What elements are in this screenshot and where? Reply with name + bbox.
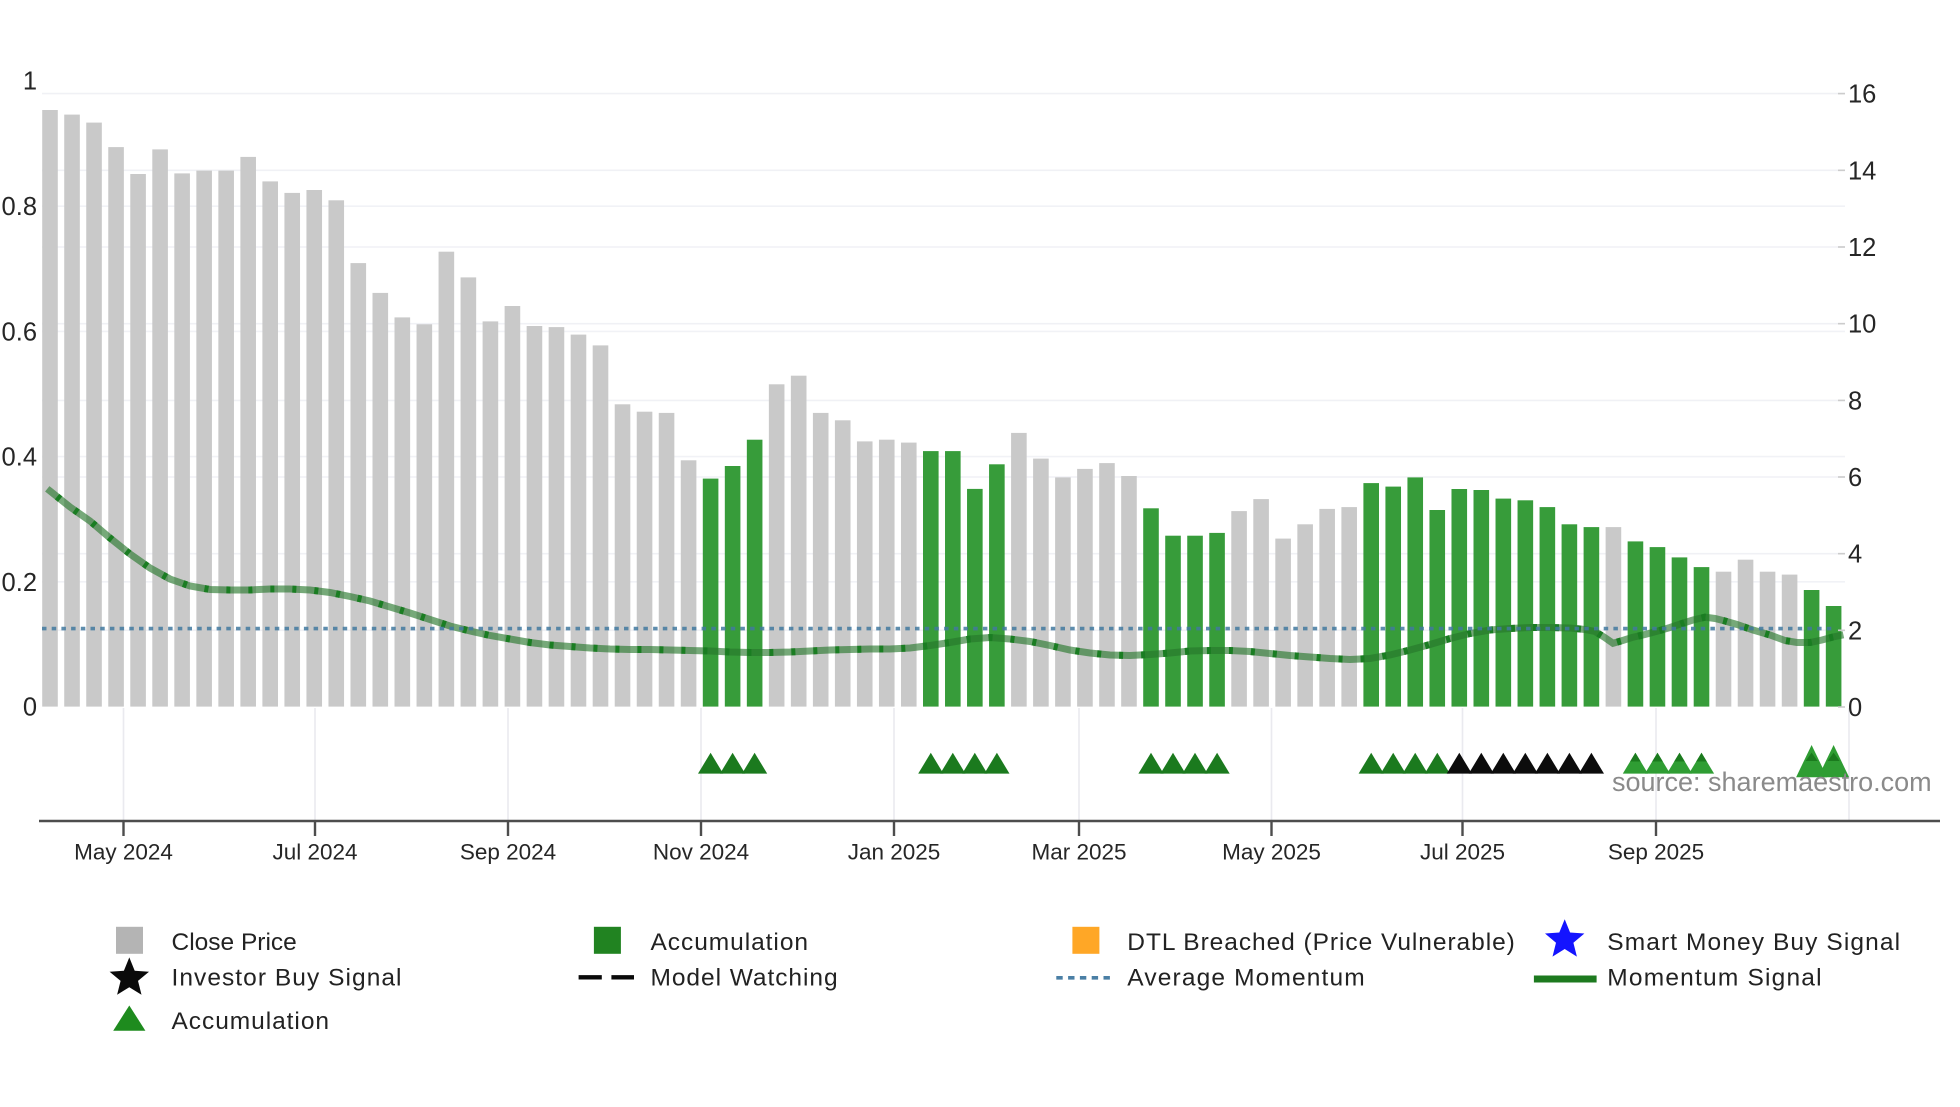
svg-text:May 2024: May 2024 (74, 840, 173, 865)
svg-text:0: 0 (23, 694, 37, 722)
svg-text:8: 8 (1848, 387, 1862, 415)
svg-text:Accumulation: Accumulation (651, 929, 809, 956)
svg-text:0: 0 (1848, 694, 1862, 722)
svg-text:Average Momentum: Average Momentum (1127, 965, 1366, 992)
svg-text:12: 12 (1848, 234, 1876, 262)
svg-text:0.8: 0.8 (2, 193, 37, 221)
svg-text:Investor Buy Signal: Investor Buy Signal (172, 965, 403, 992)
svg-text:DTL Breached (Price Vulnerable: DTL Breached (Price Vulnerable) (1127, 929, 1516, 956)
svg-text:Smart Money Buy Signal: Smart Money Buy Signal (1607, 929, 1901, 956)
svg-text:source: sharemaestro.com: source: sharemaestro.com (1612, 767, 1932, 797)
svg-text:0.6: 0.6 (2, 318, 37, 346)
svg-text:Jul 2024: Jul 2024 (272, 840, 357, 865)
svg-text:2: 2 (1848, 617, 1862, 645)
svg-text:Accumulation: Accumulation (172, 1008, 330, 1035)
svg-text:6: 6 (1848, 464, 1862, 492)
svg-text:1: 1 (23, 68, 37, 96)
svg-text:Sep 2025: Sep 2025 (1608, 840, 1704, 865)
svg-text:May 2025: May 2025 (1222, 840, 1321, 865)
svg-text:Jan 2025: Jan 2025 (848, 840, 941, 865)
svg-text:0.2: 0.2 (2, 569, 37, 597)
svg-text:10: 10 (1848, 311, 1876, 339)
svg-text:Close Price: Close Price (172, 929, 297, 956)
svg-text:0.4: 0.4 (2, 444, 37, 472)
svg-text:Momentum Signal: Momentum Signal (1607, 965, 1822, 992)
svg-text:Jul 2025: Jul 2025 (1420, 840, 1505, 865)
svg-text:4: 4 (1848, 541, 1862, 569)
svg-text:Sep 2024: Sep 2024 (460, 840, 556, 865)
svg-text:Mar 2025: Mar 2025 (1031, 840, 1126, 865)
svg-text:16: 16 (1848, 81, 1876, 109)
svg-text:Model Watching: Model Watching (651, 965, 839, 992)
svg-text:Nov 2024: Nov 2024 (653, 840, 749, 865)
svg-text:14: 14 (1848, 157, 1876, 185)
